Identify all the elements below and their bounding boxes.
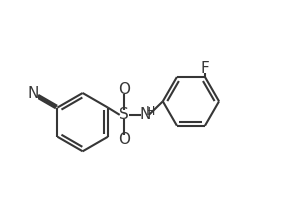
Text: N: N <box>139 107 151 122</box>
Text: N: N <box>27 86 39 101</box>
Text: F: F <box>201 61 209 76</box>
Text: O: O <box>118 82 130 97</box>
Text: O: O <box>118 132 130 147</box>
Text: S: S <box>120 107 129 122</box>
Text: H: H <box>146 105 155 118</box>
